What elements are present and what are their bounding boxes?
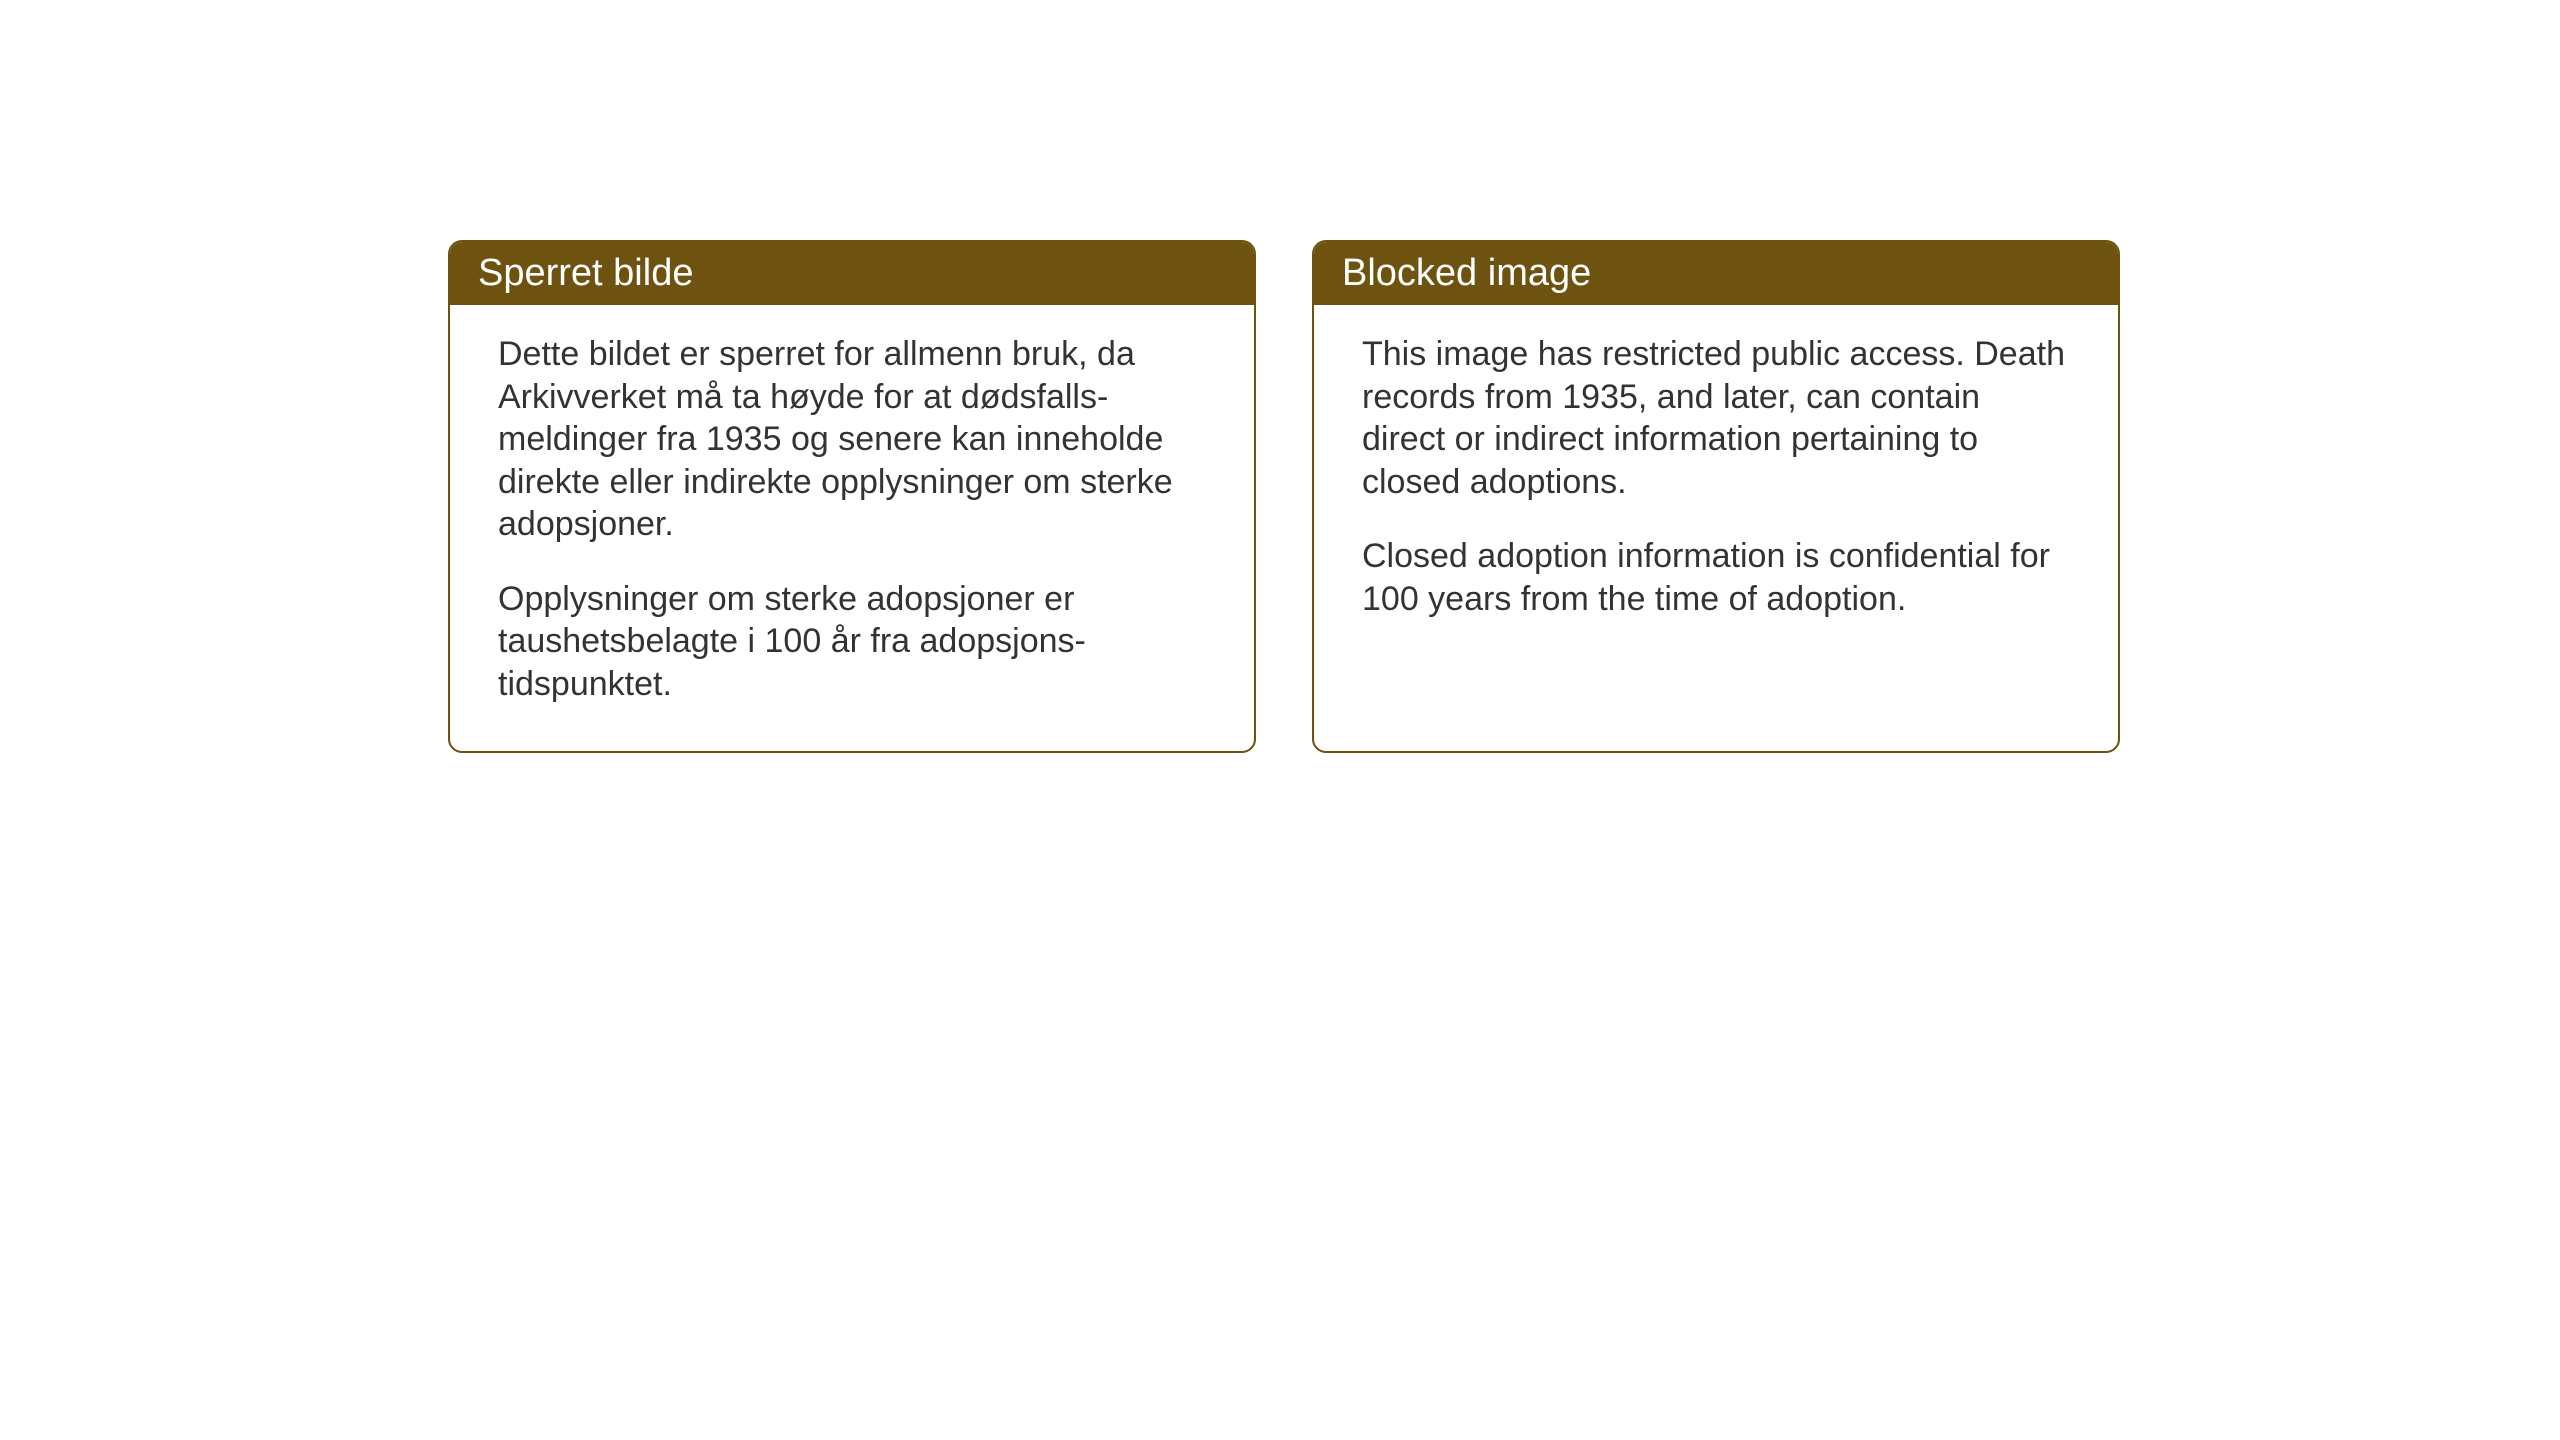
norwegian-card-body: Dette bildet er sperret for allmenn bruk… (450, 305, 1254, 751)
info-cards-container: Sperret bilde Dette bildet er sperret fo… (448, 240, 2560, 753)
norwegian-card-title: Sperret bilde (450, 242, 1254, 305)
english-paragraph-1: This image has restricted public access.… (1362, 333, 2070, 503)
english-card-title: Blocked image (1314, 242, 2118, 305)
english-card: Blocked image This image has restricted … (1312, 240, 2120, 753)
norwegian-card: Sperret bilde Dette bildet er sperret fo… (448, 240, 1256, 753)
english-paragraph-2: Closed adoption information is confident… (1362, 535, 2070, 620)
norwegian-paragraph-1: Dette bildet er sperret for allmenn bruk… (498, 333, 1206, 546)
english-card-body: This image has restricted public access.… (1314, 305, 2118, 666)
norwegian-paragraph-2: Opplysninger om sterke adopsjoner er tau… (498, 578, 1206, 706)
